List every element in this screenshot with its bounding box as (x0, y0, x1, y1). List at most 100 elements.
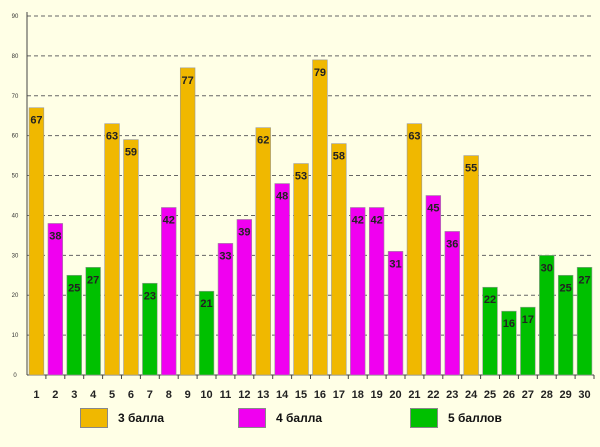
legend-swatch-5 (410, 408, 438, 428)
x-tick-label-2: 2 (52, 389, 58, 401)
bar-8 (161, 207, 177, 376)
legend-label-3: 3 балла (118, 411, 165, 425)
x-tick-label-9: 9 (185, 389, 191, 401)
x-tick-label-8: 8 (166, 389, 172, 401)
bar-23 (444, 231, 460, 376)
x-tick-label-3: 3 (71, 389, 77, 401)
x-tick-label-18: 18 (352, 389, 364, 401)
x-tick-label-24: 24 (465, 389, 478, 401)
x-tick-label-22: 22 (427, 389, 439, 401)
x-tick-label-17: 17 (333, 389, 345, 401)
bar-18 (350, 207, 366, 376)
x-tick-label-27: 27 (522, 389, 534, 401)
x-tick-label-6: 6 (128, 389, 134, 401)
bar-6 (123, 139, 139, 376)
x-tick-label-21: 21 (408, 389, 420, 401)
bar-25 (482, 286, 498, 376)
data-label-6: 59 (125, 147, 137, 159)
bar-9 (179, 67, 196, 376)
legend-item-5: 5 баллов (410, 404, 502, 432)
bar-2 (47, 223, 64, 376)
data-label-23: 36 (446, 238, 458, 250)
data-label-16: 79 (314, 67, 326, 79)
bar-1 (28, 107, 45, 376)
x-tick-label-15: 15 (295, 389, 307, 401)
data-label-12: 39 (238, 226, 250, 238)
bar-24 (463, 155, 479, 376)
bar-26 (501, 310, 517, 376)
bar-27 (520, 306, 536, 376)
legend-swatch-3 (80, 408, 108, 428)
data-label-1: 67 (30, 115, 42, 127)
bar-13 (255, 127, 271, 376)
x-tick-label-12: 12 (238, 389, 250, 401)
data-label-21: 63 (408, 131, 420, 143)
x-tick-label-13: 13 (257, 389, 269, 401)
x-tick-label-19: 19 (371, 389, 383, 401)
legend-label-5: 5 баллов (448, 411, 502, 425)
x-tick-label-16: 16 (314, 389, 326, 401)
y-tick-label-80: 80 (12, 54, 19, 60)
y-tick-label-30: 30 (12, 253, 19, 259)
data-label-25: 22 (484, 294, 496, 306)
bar-15 (293, 163, 309, 376)
bar-21 (406, 123, 423, 376)
bar-10 (198, 290, 215, 376)
x-tick-label-25: 25 (484, 389, 496, 401)
y-tick-label-70: 70 (12, 94, 19, 100)
data-label-2: 38 (49, 230, 61, 242)
data-label-30: 27 (578, 274, 590, 286)
x-tick-label-7: 7 (147, 389, 153, 401)
bar-28 (539, 255, 555, 376)
x-tick-label-29: 29 (560, 389, 572, 401)
data-label-24: 55 (465, 163, 477, 175)
data-label-3: 25 (68, 282, 80, 294)
y-tick-label-50: 50 (12, 174, 19, 180)
data-label-22: 45 (427, 203, 439, 215)
legend-item-3: 3 балла (80, 404, 164, 432)
bar-3 (66, 274, 82, 376)
bar-30 (576, 266, 593, 376)
y-tick-label-40: 40 (12, 213, 19, 219)
x-tick-label-11: 11 (220, 389, 232, 401)
bar-5 (104, 123, 120, 376)
x-tick-label-28: 28 (541, 389, 553, 401)
x-tick-label-10: 10 (200, 389, 212, 401)
data-label-15: 53 (295, 171, 307, 183)
bar-20 (387, 251, 404, 376)
bar-4 (85, 266, 101, 376)
y-tick-label-60: 60 (12, 134, 19, 140)
bar-16 (312, 59, 328, 376)
x-tick-label-1: 1 (33, 389, 39, 401)
data-label-7: 23 (144, 290, 156, 302)
bar-11 (217, 243, 234, 376)
bar-29 (557, 274, 574, 376)
data-label-4: 27 (87, 274, 99, 286)
y-tick-label-20: 20 (12, 293, 19, 299)
y-tick-label-0: 0 (13, 373, 17, 379)
data-label-5: 63 (106, 131, 118, 143)
bar-22 (425, 195, 442, 376)
data-label-10: 21 (200, 298, 212, 310)
legend-swatch-4 (238, 408, 266, 428)
bar-17 (331, 143, 347, 376)
data-label-13: 62 (257, 135, 269, 147)
x-tick-label-20: 20 (389, 389, 401, 401)
x-tick-label-5: 5 (109, 389, 115, 401)
x-tick-label-23: 23 (446, 389, 458, 401)
legend-item-4: 4 балла (238, 404, 322, 432)
data-label-14: 48 (276, 191, 288, 203)
y-tick-label-90: 90 (12, 14, 19, 20)
data-label-19: 42 (371, 214, 383, 226)
legend-label-4: 4 балла (276, 411, 323, 425)
data-label-9: 77 (182, 75, 194, 87)
bar-19 (368, 207, 385, 376)
bar-14 (274, 183, 290, 376)
data-label-18: 42 (352, 214, 364, 226)
x-tick-label-14: 14 (276, 389, 289, 401)
bar-7 (142, 282, 158, 376)
y-tick-label-10: 10 (12, 333, 19, 339)
x-tick-label-4: 4 (90, 389, 97, 401)
data-label-8: 42 (163, 214, 175, 226)
